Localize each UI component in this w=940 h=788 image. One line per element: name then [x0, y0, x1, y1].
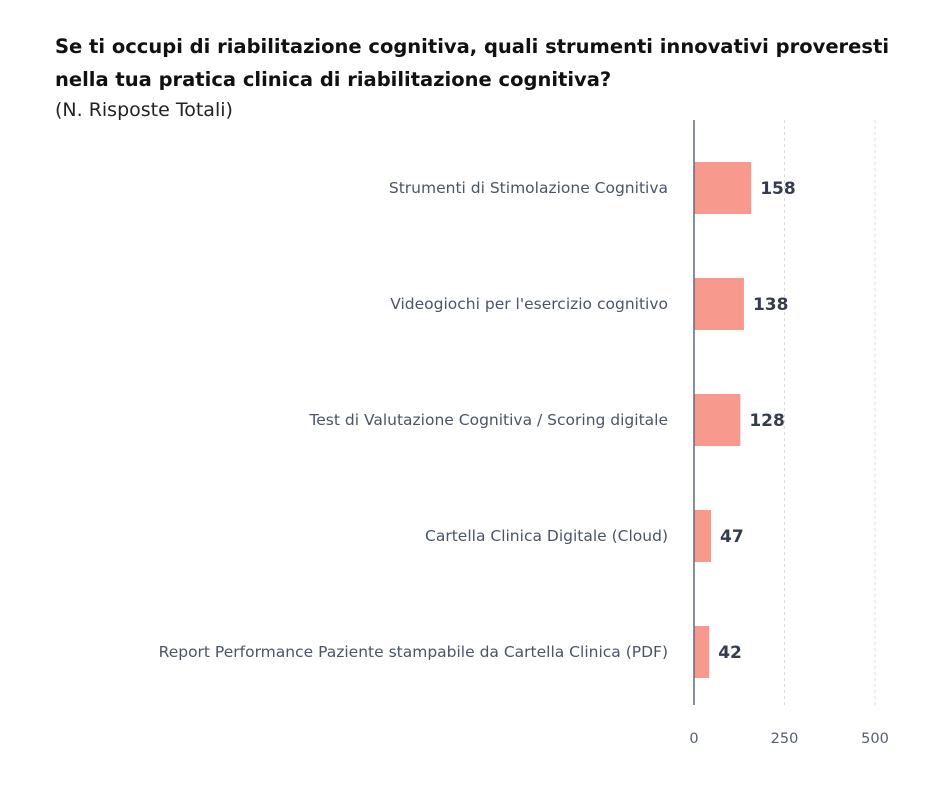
value-label: 138 [753, 295, 789, 315]
bar [694, 162, 752, 214]
category-label: Videogiochi per l'esercizio cognitivo [390, 295, 668, 313]
value-label: 128 [749, 411, 785, 431]
chart-subtitle: (N. Risposte Totali) [55, 99, 233, 121]
bar [694, 626, 710, 678]
bar [694, 394, 741, 446]
chart-title: Se ti occupi di riabilitazione cognitiva… [55, 35, 890, 91]
x-tick-label: 500 [861, 731, 889, 747]
x-tick-label: 250 [771, 731, 799, 747]
x-tick-label: 0 [689, 731, 698, 747]
value-label: 158 [760, 179, 796, 199]
value-label: 42 [718, 643, 742, 663]
bar [694, 278, 744, 330]
category-label: Test di Valutazione Cognitiva / Scoring … [308, 411, 668, 429]
bar [694, 510, 712, 562]
category-label: Cartella Clinica Digitale (Cloud) [425, 527, 668, 545]
value-label: 47 [720, 527, 744, 547]
category-label: Report Performance Paziente stampabile d… [159, 643, 668, 661]
category-label: Strumenti di Stimolazione Cognitiva [389, 179, 668, 197]
